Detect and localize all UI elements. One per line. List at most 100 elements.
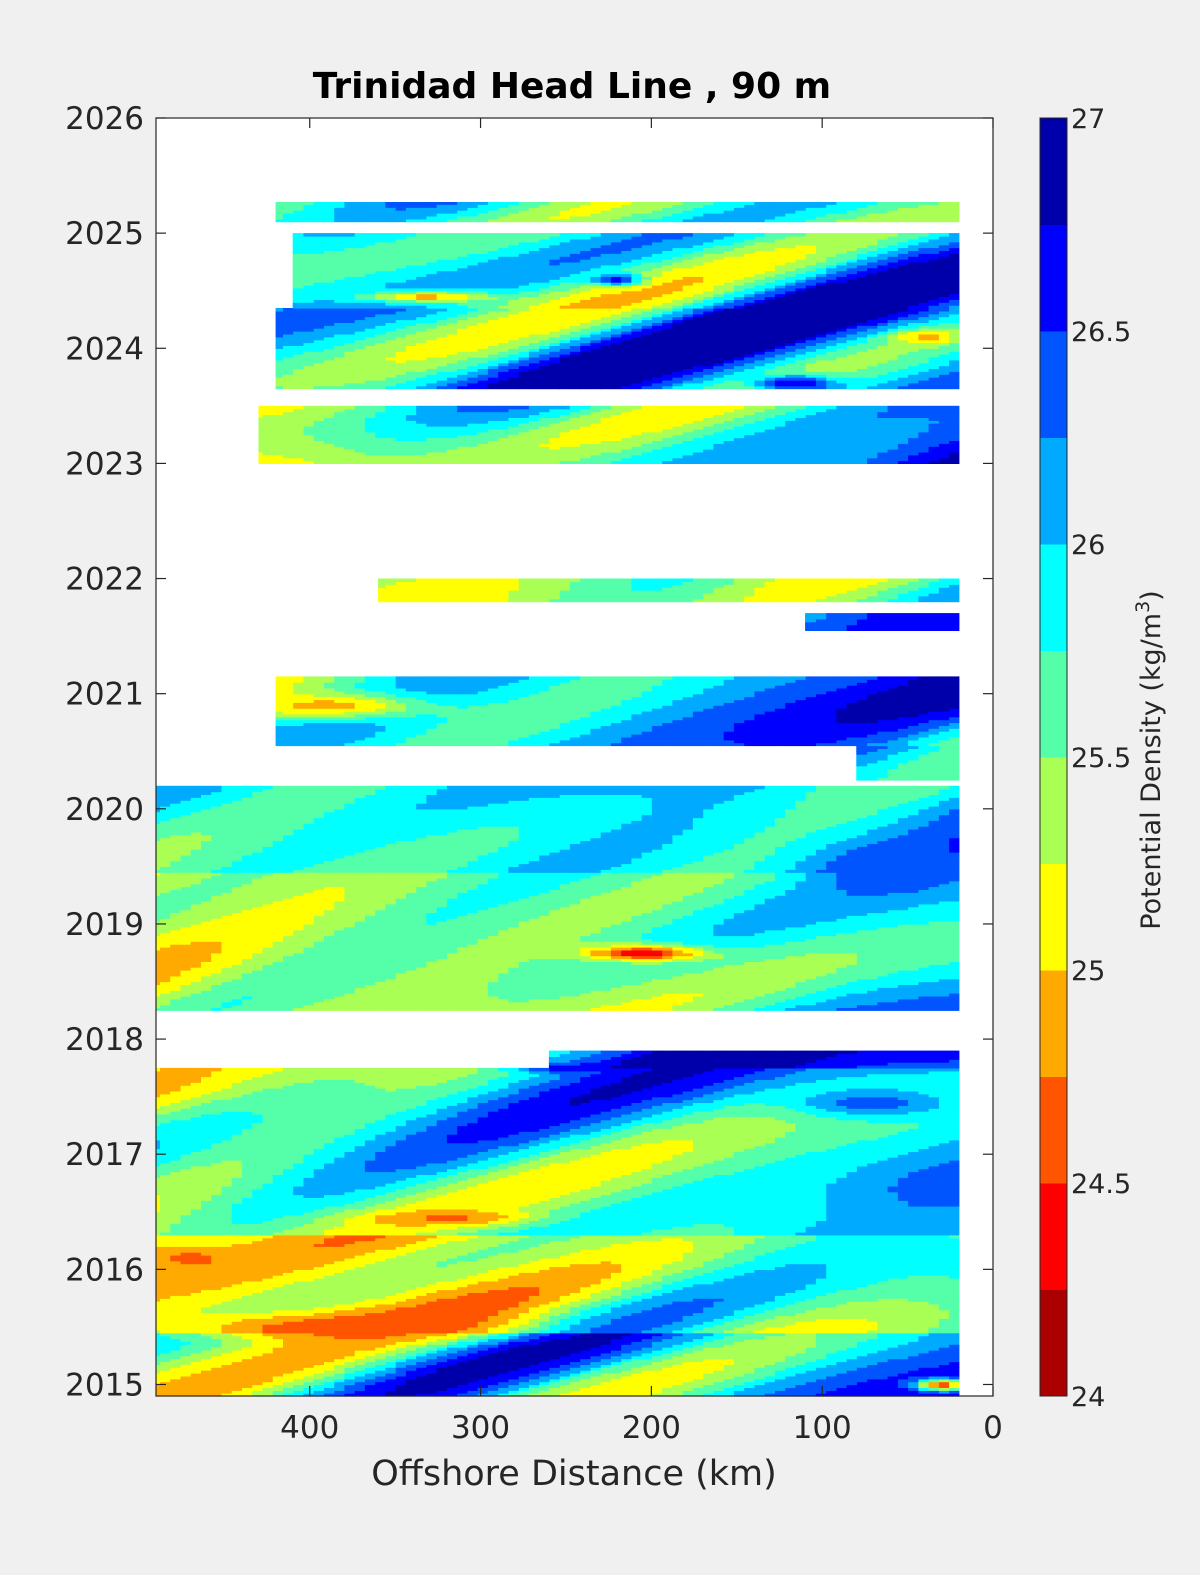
heatmap-cell [764,1347,775,1351]
heatmap-cell [364,1338,376,1342]
heatmap-cell [538,1341,550,1345]
heatmap-cell [507,1384,519,1388]
heatmap-cell [374,1373,386,1377]
heatmap-cell [825,1347,837,1351]
heatmap-cell [794,1378,806,1383]
heatmap-cell [907,1349,919,1354]
heatmap-cell [733,1352,745,1357]
heatmap-cell [323,1341,335,1345]
heatmap-cell [302,1384,314,1388]
heatmap-cell [641,1384,652,1388]
heatmap-cell [887,1358,898,1363]
heatmap-cell [835,1341,847,1345]
heatmap-cell [261,1370,273,1374]
heatmap-cell [815,1393,827,1397]
heatmap-cell [620,1341,632,1345]
heatmap-cell [466,1338,478,1342]
heatmap-cell [292,1378,304,1383]
heatmap-cell [415,1352,427,1357]
heatmap-cell [907,1390,919,1394]
heatmap-cell [846,1390,857,1394]
heatmap-cell [538,1355,550,1360]
heatmap-cell [179,1393,191,1397]
heatmap-cell [569,1367,581,1371]
heatmap-cell [548,1341,560,1345]
heatmap-cell [313,1341,324,1345]
heatmap-cell [395,1387,406,1391]
heatmap-cell [507,1355,519,1360]
heatmap-cell [528,1373,540,1377]
heatmap-cell [487,1378,499,1383]
heatmap-cell [374,1361,386,1365]
heatmap-cell [497,1338,509,1342]
heatmap-cell [384,1338,396,1342]
heatmap-cell [589,1341,601,1345]
heatmap-cell [805,1355,816,1360]
heatmap-cell [436,1358,447,1363]
heatmap-cell [292,1370,304,1374]
heatmap-cell [682,1355,693,1360]
heatmap-cell [589,1361,601,1365]
heatmap-cell [774,1361,786,1365]
heatmap-cell [302,1378,314,1383]
heatmap-cell [846,1358,857,1363]
heatmap-cell [661,1378,673,1383]
heatmap-cell [876,1344,888,1348]
heatmap-cell [610,1381,622,1386]
heatmap-cell [835,1367,847,1371]
heatmap-cell [384,1384,396,1388]
heatmap-cell [733,1390,745,1394]
heatmap-cell [364,1341,376,1345]
heatmap-cell [251,1393,263,1397]
heatmap-cell [641,1352,652,1357]
heatmap-cell [210,1358,222,1363]
heatmap-cell [784,1381,796,1386]
heatmap-cell [774,1384,786,1388]
heatmap-cell [917,1370,929,1374]
heatmap-cell [753,1344,765,1348]
heatmap-cell [497,1378,509,1383]
heatmap-cell [313,1355,324,1360]
heatmap-cell [169,1375,181,1380]
heatmap-cell [805,1387,816,1391]
heatmap-cell [272,1355,283,1360]
heatmap-cell [569,1347,581,1351]
heatmap-cell [579,1367,591,1371]
heatmap-cell [169,1381,181,1386]
heatmap-cell [630,1367,642,1371]
heatmap-cell [169,1387,181,1391]
heatmap-cell [169,1344,181,1348]
heatmap-cell [538,1370,550,1374]
heatmap-cell [446,1384,458,1388]
heatmap-cell [651,1344,663,1348]
heatmap-cell [774,1373,786,1377]
heatmap-cell [692,1338,704,1342]
heatmap-cell [630,1393,642,1397]
heatmap-cell [856,1367,868,1371]
heatmap-cell [261,1344,273,1348]
heatmap-cell [661,1390,673,1394]
heatmap-cell [156,1349,160,1354]
heatmap-cell [702,1387,714,1391]
heatmap-cell [825,1373,837,1377]
heatmap-cell [600,1338,611,1342]
heatmap-cell [671,1341,683,1345]
heatmap-cell [261,1381,273,1386]
heatmap-cell [487,1338,499,1342]
heatmap-cell [733,1387,745,1391]
heatmap-cell [395,1358,406,1363]
heatmap-cell [200,1378,212,1383]
heatmap-cell [682,1384,693,1388]
heatmap-cell [753,1358,765,1363]
heatmap-cell [292,1390,304,1394]
heatmap-cell [528,1381,540,1386]
heatmap-cell [610,1344,622,1348]
heatmap-cell [169,1370,181,1374]
heatmap-cell [907,1387,919,1391]
heatmap-cell [477,1338,488,1342]
heatmap-cell [702,1341,714,1345]
heatmap-cell [733,1378,745,1383]
heatmap-cell [856,1381,868,1386]
heatmap-cell [156,1344,160,1348]
heatmap-cell [692,1393,704,1397]
